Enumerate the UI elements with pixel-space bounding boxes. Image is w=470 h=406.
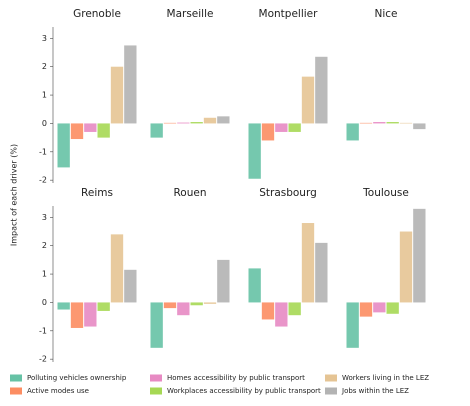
panel-title: Strasbourg [259, 187, 317, 199]
bar [70, 123, 84, 140]
panel-title: Marseille [167, 8, 214, 20]
y-tick-label: -2 [39, 355, 47, 364]
panel-title: Reims [81, 187, 113, 199]
bar [150, 302, 163, 348]
bar [315, 56, 328, 124]
bar [124, 45, 137, 124]
panel-title: Nice [374, 8, 397, 20]
panel-title: Toulouse [362, 187, 409, 199]
bar [301, 76, 315, 124]
y-tick-label: -2 [39, 176, 47, 185]
bar [203, 117, 217, 124]
bar [359, 122, 373, 124]
y-tick-label: 1 [42, 91, 47, 100]
legend-label: Jobs within the LEZ [341, 387, 409, 395]
bar [346, 302, 359, 348]
bar [177, 302, 190, 316]
y-tick-label: -1 [39, 326, 47, 335]
bar [288, 302, 301, 316]
bar [190, 122, 203, 124]
bar [57, 123, 70, 168]
legend-swatch [325, 374, 337, 382]
legend-label: Workplaces accessibility by public trans… [167, 387, 321, 395]
panel-title: Rouen [173, 187, 206, 199]
bar [359, 302, 373, 317]
bar [346, 123, 359, 141]
bar [150, 123, 163, 138]
bar [163, 302, 177, 309]
bar [301, 223, 315, 303]
bar [386, 122, 399, 124]
legend-label: Homes accessibility by public transport [167, 374, 305, 382]
legend-swatch [325, 387, 337, 395]
bar [110, 66, 124, 124]
panel-title: Grenoble [73, 8, 121, 20]
legend-label: Polluting vehicles ownership [27, 374, 127, 382]
bar [373, 302, 386, 313]
y-tick-label: 0 [42, 298, 47, 307]
bar [217, 116, 230, 124]
bar [57, 302, 70, 310]
bar [163, 122, 177, 124]
bar [386, 302, 399, 314]
y-tick-label: 0 [42, 119, 47, 128]
panel-title: Montpellier [259, 8, 319, 20]
bar [97, 123, 110, 138]
legend-label: Workers living in the LEZ [342, 374, 429, 382]
bar [261, 302, 275, 320]
y-axis-label: Impact of each driver (%) [10, 144, 19, 246]
bar [84, 302, 97, 327]
bar [190, 302, 203, 306]
y-tick-label: 3 [42, 213, 47, 222]
legend-swatch [150, 387, 162, 395]
bar [399, 122, 413, 124]
bar [248, 123, 261, 179]
bar [315, 242, 328, 303]
bar [248, 268, 261, 303]
bar [97, 302, 110, 311]
legend-swatch [10, 387, 22, 395]
legend-swatch [10, 374, 22, 382]
bar [84, 123, 97, 132]
bar [373, 122, 386, 124]
bar [288, 123, 301, 132]
bar [413, 123, 426, 130]
y-tick-label: -1 [39, 147, 47, 156]
bar [261, 123, 275, 141]
bar [124, 269, 137, 303]
bar [70, 302, 84, 328]
bar [399, 231, 413, 303]
bar [203, 302, 217, 304]
y-tick-label: 2 [42, 62, 47, 71]
y-tick-label: 2 [42, 241, 47, 250]
legend-label: Active modes use [27, 387, 89, 395]
y-tick-label: 3 [42, 34, 47, 43]
bar [177, 122, 190, 124]
bar [217, 259, 230, 303]
legend-swatch [150, 374, 162, 382]
bar [413, 208, 426, 303]
bar [110, 234, 124, 303]
y-tick-label: 1 [42, 270, 47, 279]
bar [275, 123, 288, 132]
bar [275, 302, 288, 327]
